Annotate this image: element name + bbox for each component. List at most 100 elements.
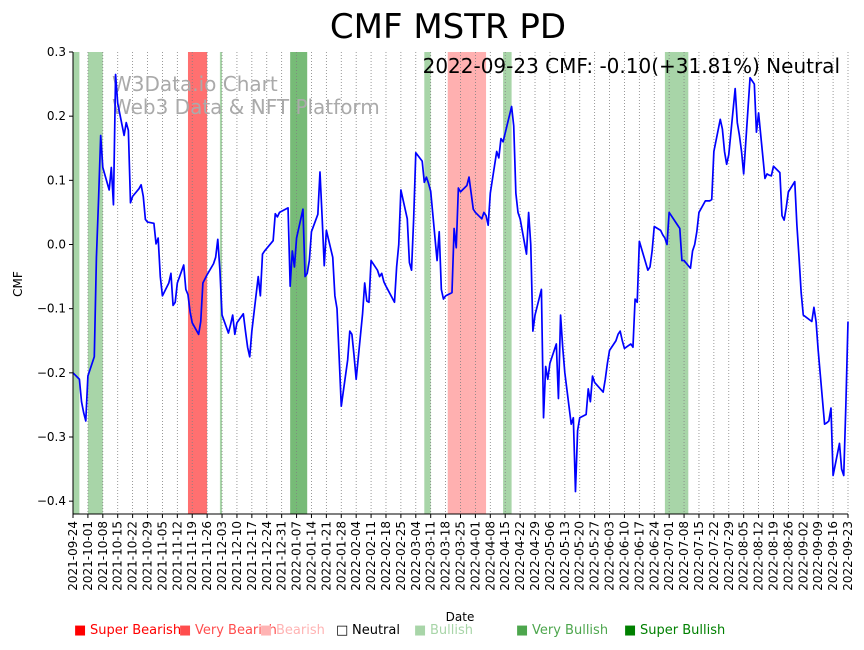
y-tick-label: 0.1 [47, 173, 66, 187]
x-tick-label: 2022-06-10 [617, 521, 631, 591]
watermark-line-2: Web3 Data & NFT Platform [112, 95, 380, 119]
x-tick-label: 2022-09-02 [796, 521, 810, 591]
cmf-series [72, 73, 849, 493]
legend-label: Bearish [276, 623, 325, 638]
x-tick-label: 2022-04-15 [498, 521, 512, 591]
x-tick-label: 2021-11-19 [185, 521, 199, 591]
x-tick-label: 2022-07-22 [707, 521, 721, 591]
x-tick-label: 2022-02-04 [349, 521, 363, 591]
x-tick-label: 2022-08-12 [752, 521, 766, 591]
legend-swatch: □ [336, 623, 348, 638]
band-bearish [469, 52, 487, 514]
x-tick-label: 2021-12-03 [215, 521, 229, 591]
x-tick-label: 2022-01-07 [290, 521, 304, 591]
watermark-line-1: W3Data.io Chart [112, 72, 278, 96]
legend-label: Neutral [352, 623, 400, 638]
y-tick-label: −0.2 [37, 366, 66, 380]
legend-label: Super Bullish [640, 623, 725, 638]
band-bullish [664, 52, 689, 514]
legend-item: ■ Very Bullish [516, 623, 608, 638]
x-tick-label: 2022-07-29 [722, 521, 736, 591]
legend-item: ■ Bullish [414, 623, 473, 638]
legend-label: Very Bearish [195, 623, 277, 638]
x-tick-label: 2021-12-24 [260, 521, 274, 591]
legend-swatch: ■ [179, 623, 191, 638]
legend-item: ■ Bearish [260, 623, 325, 638]
band-bearish [447, 52, 470, 514]
x-tick-label: 2022-08-26 [781, 521, 795, 591]
x-tick-label: 2022-03-04 [409, 521, 423, 591]
x-tick-label: 2022-03-11 [424, 521, 438, 591]
x-tick-label: 2022-01-14 [304, 521, 318, 591]
legend-label: Super Bearish [90, 623, 181, 638]
band-very-bullish [290, 52, 308, 514]
x-tick-label: 2022-03-25 [454, 521, 468, 591]
band-bullish [73, 52, 80, 514]
signal-bands [73, 52, 689, 514]
x-tick-label: 2021-10-29 [141, 521, 155, 591]
x-tick-label: 2021-10-08 [96, 521, 110, 591]
legend-item: ■ Super Bullish [624, 623, 725, 638]
y-tick-label: 0.2 [47, 109, 66, 123]
x-tick-label: 2022-08-19 [766, 521, 780, 591]
legend-item: ■ Super Bearish [74, 623, 181, 638]
x-tick-label: 2022-05-13 [558, 521, 572, 591]
x-tick-label: 2022-06-03 [603, 521, 617, 591]
x-tick-label: 2022-05-06 [543, 521, 557, 591]
band-bullish [503, 52, 512, 514]
x-tick-label: 2022-02-18 [379, 521, 393, 591]
x-tick-label: 2022-07-01 [662, 521, 676, 591]
x-tick-label: 2021-12-10 [230, 521, 244, 591]
x-tick-label: 2022-03-18 [439, 521, 453, 591]
x-tick-label: 2022-06-24 [647, 521, 661, 591]
band-very-bearish [187, 52, 208, 514]
x-tick-label: 2022-06-17 [632, 521, 646, 591]
x-axis-label: Date [446, 610, 475, 624]
y-tick-label: −0.4 [37, 494, 66, 508]
band-bullish [424, 52, 431, 514]
vertical-gridlines [72, 52, 849, 514]
y-axis-label: CMF [11, 271, 25, 297]
y-tick-label: −0.1 [37, 302, 66, 316]
chart-title: CMF MSTR PD [330, 7, 566, 47]
status-text: 2022-09-23 CMF: -0.10(+31.81%) Neutral [423, 54, 840, 78]
legend-swatch: ■ [260, 623, 272, 638]
x-tick-label: 2021-12-17 [245, 521, 259, 591]
x-tick-label: 2021-10-01 [81, 521, 95, 591]
x-tick-label: 2021-11-26 [200, 521, 214, 591]
legend-swatch: ■ [624, 623, 636, 638]
x-tick-label: 2021-10-15 [111, 521, 125, 591]
x-tick-label: 2022-04-29 [528, 521, 542, 591]
x-tick-label: 2022-09-23 [841, 521, 855, 591]
x-tick-label: 2021-09-24 [66, 521, 80, 591]
legend-swatch: ■ [516, 623, 528, 638]
x-tick-label: 2022-01-28 [334, 521, 348, 591]
x-tick-label: 2022-05-20 [573, 521, 587, 591]
y-tick-label: −0.3 [37, 430, 66, 444]
x-tick-label: 2022-08-05 [737, 521, 751, 591]
x-tick-label: 2021-10-22 [126, 521, 140, 591]
x-tick-label: 2021-12-31 [275, 521, 289, 591]
x-tick-label: 2022-05-27 [588, 521, 602, 591]
x-tick-label: 2022-02-25 [394, 521, 408, 591]
x-tick-label: 2022-04-08 [483, 521, 497, 591]
legend-item: □ Neutral [336, 623, 400, 638]
x-tick-label: 2022-09-09 [811, 521, 825, 591]
x-tick-label: 2022-07-08 [677, 521, 691, 591]
legend-swatch: ■ [414, 623, 426, 638]
x-tick-label: 2022-09-16 [826, 521, 840, 591]
series-line-0 [72, 73, 849, 493]
y-tick-label: 0.3 [47, 45, 66, 59]
x-tick-label: 2022-07-15 [692, 521, 706, 591]
legend-label: Very Bullish [532, 623, 608, 638]
x-tick-label: 2022-02-11 [364, 521, 378, 591]
legend: ■ Super Bearish■ Very Bearish■ Bearish □ Neut… [74, 623, 725, 638]
x-tick-label: 2022-04-01 [468, 521, 482, 591]
y-tick-label: 0.0 [47, 238, 66, 252]
x-tick-label: 2022-01-21 [319, 521, 333, 591]
x-tick-label: 2021-11-05 [155, 521, 169, 591]
x-tick-label: 2022-04-22 [513, 521, 527, 591]
